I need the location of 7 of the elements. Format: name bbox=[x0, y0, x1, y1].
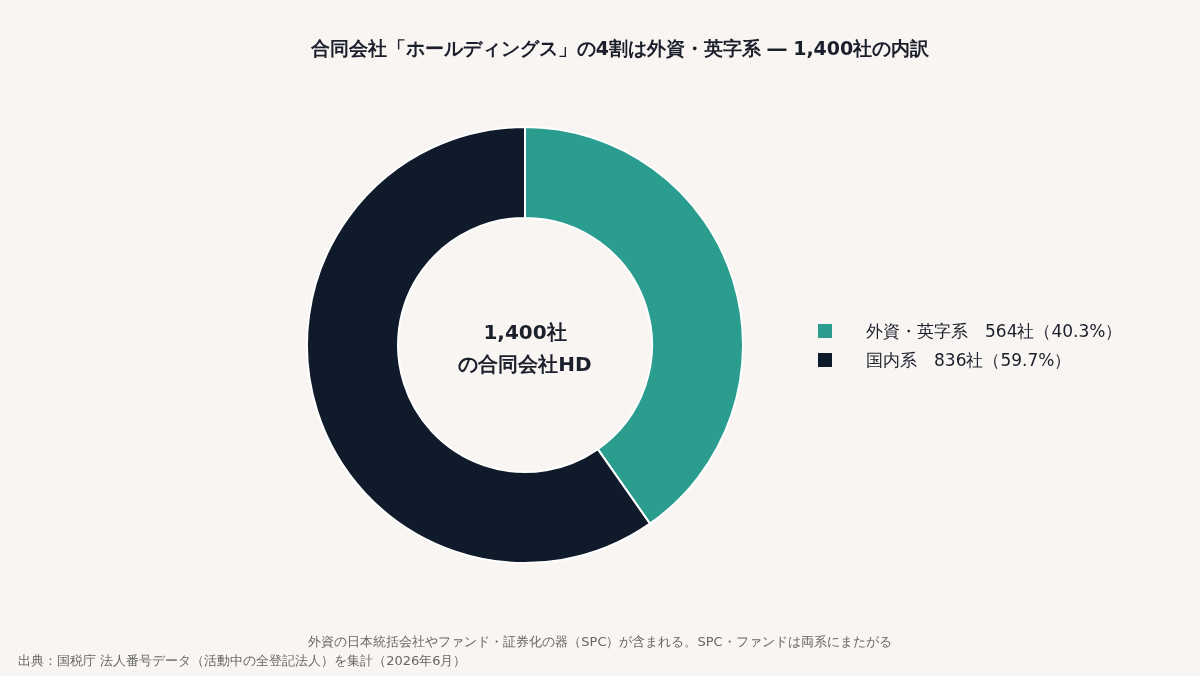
chart-title: 合同会社「ホールディングス」の4割は外資・英字系 ― 1,400社の内訳 bbox=[309, 37, 931, 59]
legend-label: 国内系 836社（59.7%） bbox=[866, 350, 1072, 370]
text: 外資の日本統括会社やファンド・証券化の器（SPC）が含まれる。SPC・ファンドは両系にまたがる bbox=[308, 634, 892, 649]
text: 1,400社 bbox=[483, 320, 567, 344]
legend-label: 外資・英字系 564社（40.3%） bbox=[866, 321, 1123, 341]
source-note: 出典：国税庁 法人番号データ（活動中の全登記法人）を集計（2026年6月） bbox=[18, 653, 467, 668]
text: の合同会社HD bbox=[458, 352, 592, 376]
